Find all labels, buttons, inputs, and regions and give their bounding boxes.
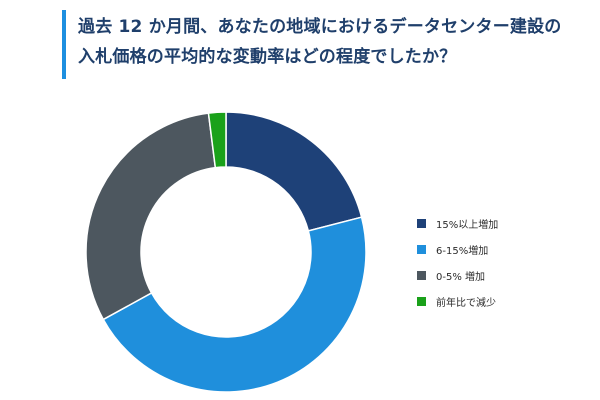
legend-label-2: 6-15%増加	[436, 245, 489, 257]
legend-label-1: 15%以上増加	[436, 219, 499, 231]
legend-item-3: 0-5% 増加	[417, 262, 577, 288]
title-accent-bar	[62, 10, 66, 79]
legend-label-4: 前年比で減少	[436, 297, 496, 309]
legend-item-2: 6-15%増加	[417, 236, 577, 262]
legend-item-1: 15%以上増加	[417, 210, 577, 236]
legend-swatch-1	[417, 218, 426, 228]
legend-item-4: 前年比で減少	[417, 288, 577, 314]
donut-slice-4	[207, 111, 227, 169]
donut-slice-1	[225, 111, 363, 232]
donut-slice-2	[102, 216, 367, 393]
legend-swatch-3	[417, 270, 426, 280]
legend-swatch-4	[417, 296, 426, 306]
chart-title: 過去 12 か月間、あなたの地域におけるデータセンター建設の入札価格の平均的な変…	[78, 17, 562, 67]
legend: 15%以上増加 6-15%増加 0-5% 増加 前年比で減少	[417, 210, 577, 314]
donut-slice-3	[85, 112, 217, 321]
legend-swatch-2	[417, 244, 426, 254]
legend-label-3: 0-5% 増加	[436, 271, 486, 283]
